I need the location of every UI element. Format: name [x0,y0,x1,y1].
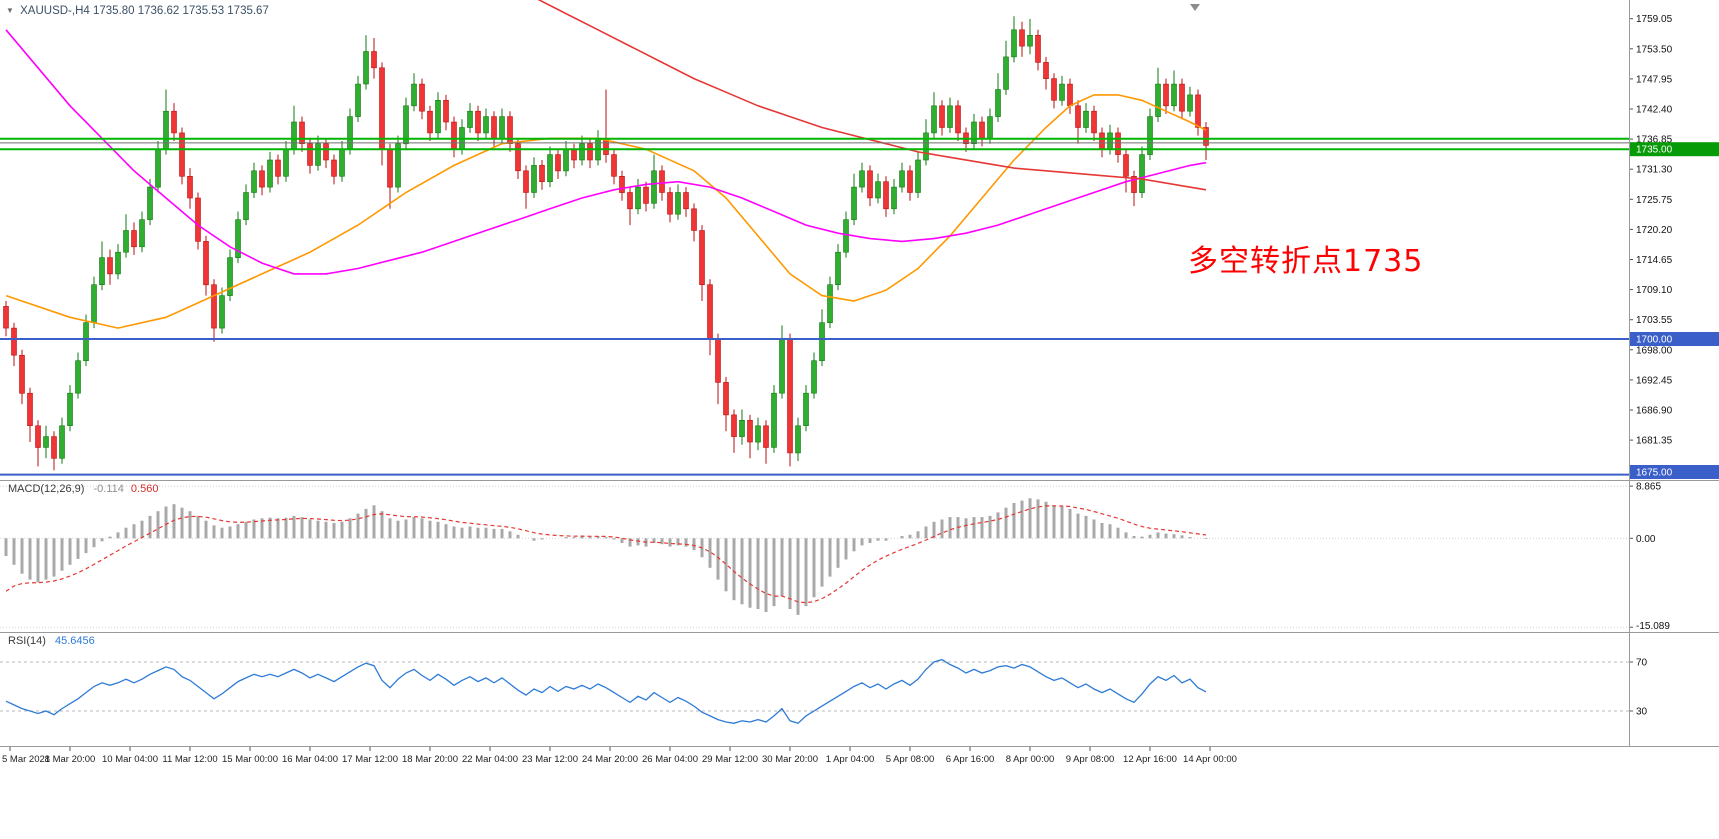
macd-value-main: -0.114 [93,483,124,495]
svg-text:1735.00: 1735.00 [1636,145,1673,156]
svg-text:1725.75: 1725.75 [1636,195,1673,206]
svg-text:1742.40: 1742.40 [1636,105,1673,116]
main-price-chart[interactable]: 1759.05 1753.50 1747.95 1742.40 1736.85 1731.… [0,0,1719,480]
price-badge-1700.00: 1700.00 [1630,332,1719,346]
svg-text:70: 70 [1636,658,1648,669]
rsi-label: RSI(14) 45.6456 [8,635,95,647]
time-label: 14 Apr 00:00 [1183,754,1237,765]
price-scale[interactable]: 1759.05 1753.50 1747.95 1742.40 1736.85 1731.… [1629,14,1673,447]
time-label: 10 Mar 04:00 [102,754,158,765]
time-label: 30 Mar 20:00 [762,754,818,765]
time-label: 16 Mar 04:00 [282,754,338,765]
rsi-value: 45.6456 [54,635,95,647]
time-label: 22 Mar 04:00 [462,754,518,765]
dropdown-triangle-icon: ▼ [6,6,14,15]
ohlc-values: 1735.80 1736.62 1735.53 1735.67 [92,5,269,17]
macd-label: MACD(12,26,9) -0.114 0.560 [8,483,158,495]
time-label: 24 Mar 20:00 [582,754,638,765]
macd-indicator-panel[interactable]: 8.865 0.00 -15.089 [0,480,1719,632]
time-label: 8 Apr 00:00 [1006,754,1055,765]
time-label: 9 Apr 08:00 [1066,754,1115,765]
symbol-period-label: XAUUSD-,H4 [20,5,90,17]
svg-text:1753.50: 1753.50 [1636,44,1673,55]
svg-text:1747.95: 1747.95 [1636,74,1673,85]
svg-text:1714.65: 1714.65 [1636,255,1673,266]
time-label: 6 Apr 16:00 [946,754,995,765]
macd-histogram [4,498,1208,615]
chart-shift-icon[interactable] [1190,4,1200,11]
svg-text:0.00: 0.00 [1636,534,1656,545]
ma-mid-magenta [5,29,1207,275]
rsi-indicator-panel[interactable]: 70 30 [0,632,1719,746]
svg-text:1703.55: 1703.55 [1636,315,1673,326]
rsi-name: RSI(14) [8,635,46,647]
rsi-line [5,658,1207,725]
time-label: 29 Mar 12:00 [702,754,758,765]
macd-value-signal: 0.560 [130,483,159,495]
chart-text-annotation: 多空转折点1735 [1188,244,1424,279]
chart-title-ohlc: ▼ XAUUSD-,H4 1735.80 1736.62 1735.53 173… [6,5,269,17]
svg-text:1731.30: 1731.30 [1636,165,1673,176]
svg-text:1759.05: 1759.05 [1636,14,1673,25]
svg-text:8.865: 8.865 [1636,482,1661,493]
macd-scale[interactable]: 8.865 0.00 -15.089 [1629,482,1670,632]
time-label: 8 Mar 20:00 [45,754,96,765]
macd-signal-line [5,505,1207,604]
time-label: 17 Mar 12:00 [342,754,398,765]
candlesticks [3,16,1209,471]
price-badge-1675.00: 1675.00 [1630,465,1719,479]
svg-text:1736.85: 1736.85 [1636,135,1673,146]
svg-text:-15.089: -15.089 [1636,621,1670,632]
time-label: 15 Mar 00:00 [222,754,278,765]
macd-name: MACD(12,26,9) [8,483,85,495]
time-label: 12 Apr 16:00 [1123,754,1177,765]
svg-text:1686.90: 1686.90 [1636,406,1673,417]
time-label: 18 Mar 20:00 [402,754,458,765]
svg-text:1692.45: 1692.45 [1636,375,1673,386]
svg-text:1698.00: 1698.00 [1636,345,1673,356]
svg-text:1681.35: 1681.35 [1636,436,1673,447]
time-label: 5 Apr 08:00 [886,754,935,765]
svg-text:1720.20: 1720.20 [1636,225,1673,236]
price-badge-1735.00: 1735.00 [1630,142,1719,157]
svg-text:1709.10: 1709.10 [1636,285,1673,296]
svg-text:30: 30 [1636,707,1648,718]
svg-text:1700.00: 1700.00 [1636,335,1673,346]
ma-fast-orange [5,94,1207,329]
rsi-scale[interactable]: 70 30 [1629,658,1648,718]
time-label: 1 Apr 04:00 [826,754,875,765]
time-label: 23 Mar 12:00 [522,754,578,765]
svg-text:1675.00: 1675.00 [1636,468,1673,479]
time-label: 5 Mar 2021 [2,754,50,765]
time-label: 11 Mar 12:00 [162,754,217,765]
time-label: 26 Mar 04:00 [642,754,698,765]
